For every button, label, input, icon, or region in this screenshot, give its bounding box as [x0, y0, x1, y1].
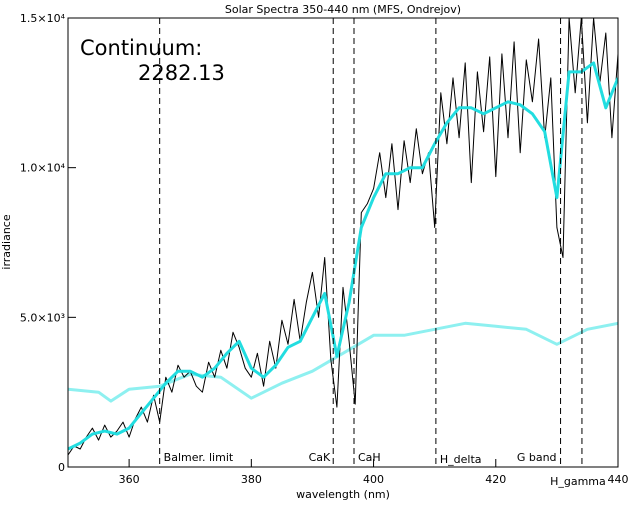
axes-frame: [67, 17, 619, 468]
series-line: [68, 61, 618, 451]
x-tick-label: 380: [241, 473, 262, 486]
x-axis-label: wavelength (nm): [296, 488, 390, 501]
marker-label: CaH: [358, 451, 381, 464]
x-tick-label: 360: [119, 473, 140, 486]
series-line: [68, 321, 618, 403]
y-tick-label: 1.5×10⁴: [20, 12, 66, 25]
marker-label: CaK: [309, 451, 331, 464]
x-tick-label: 440: [608, 473, 629, 486]
y-tick-label: 5.0×10³: [20, 311, 65, 324]
chart-title: Solar Spectra 350-440 nm (MFS, Ondrejov): [225, 3, 461, 16]
x-tick-label: 400: [363, 473, 384, 486]
x-tick-label: 420: [485, 473, 506, 486]
marker-label: H_gamma: [550, 475, 606, 488]
annotation: Continuum:: [80, 36, 202, 60]
y-tick-label: 1.0×10⁴: [20, 162, 66, 175]
annotation: 2282.13: [138, 61, 225, 85]
y-tick-label: 0: [58, 461, 65, 474]
marker-label: Balmer. limit: [164, 451, 234, 464]
marker-label: G band: [517, 451, 557, 464]
y-axis-label: irradiance: [0, 214, 13, 269]
marker-label: H_delta: [440, 453, 482, 466]
